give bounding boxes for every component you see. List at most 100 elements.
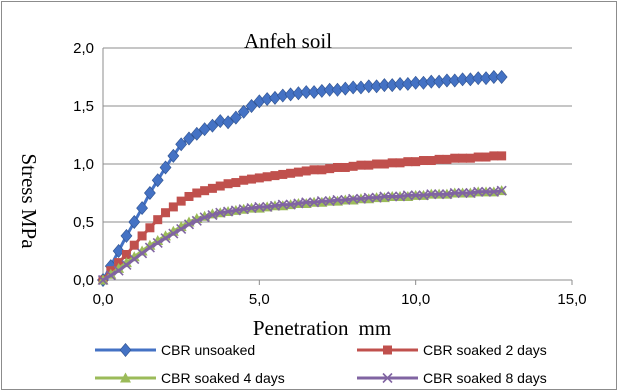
data-point [347,80,360,95]
data-point [137,248,148,259]
legend-swatch-marker [382,372,393,384]
legend-label: CBR unsoaked [161,342,255,358]
data-point-stroke [355,193,367,204]
legend: CBR unsoaked CBR soaked 2 days CBR soaked … [95,342,547,386]
data-point [214,114,227,129]
data-point [348,161,358,171]
data-point [480,186,492,197]
data-point [237,104,250,119]
data-point [333,162,342,172]
data-point [183,131,195,146]
data-point-stroke [215,207,226,218]
data-point [175,137,188,152]
data-point [128,215,141,229]
data-point [293,167,303,177]
data-point-stroke [441,189,452,200]
legend-item: CBR unsoaked [95,342,255,358]
data-point-stroke [269,200,281,211]
series-cbr-soaked-2-days [98,151,507,285]
x-axis-label: Penetration mm [253,316,391,340]
data-point-stroke [105,270,116,281]
data-point-stroke [262,201,273,212]
data-point [167,148,180,163]
data-point [348,193,359,204]
data-point [425,74,438,89]
data-point [137,231,147,241]
y-axis-label: Stress MPa [17,153,41,249]
legend-swatch-marker [383,345,392,355]
data-point [434,189,445,200]
data-point [97,274,109,286]
data-point-stroke [410,190,421,201]
data-point-stroke [97,274,109,286]
data-point-stroke [473,186,484,197]
data-point [441,73,453,88]
data-point [473,152,483,162]
y-tick-label: 1,5 [73,98,94,115]
data-point [239,175,249,185]
data-point [497,151,507,161]
data-point [112,244,125,258]
data-point [301,166,311,176]
data-point [340,162,350,172]
data-point [402,190,413,201]
data-point [254,173,264,183]
data-point-stroke [168,228,179,239]
data-point [300,85,313,100]
data-point-stroke [418,190,429,201]
data-point [215,181,225,191]
data-point-stroke [480,186,492,197]
data-point [449,187,460,199]
data-point [161,208,171,218]
data-point [207,183,217,193]
data-point-stroke [340,194,351,206]
data-point [286,168,296,178]
data-point [153,215,163,225]
data-point [190,126,203,141]
data-point-stroke [121,259,132,270]
data-point [387,191,398,202]
data-point-stroke [324,196,335,207]
data-point [409,75,422,90]
data-point [489,151,499,161]
data-point [159,160,172,175]
data-point [199,212,210,223]
chart-title: Anfeh soil [244,29,332,53]
data-point [325,164,335,174]
data-point [254,201,265,212]
data-point-stroke [191,215,202,226]
data-point [120,228,133,243]
data-point [495,70,508,84]
data-point-stroke [246,203,257,214]
data-point [262,172,272,182]
data-point [458,153,468,163]
data-point [129,240,139,250]
data-point-stroke [230,205,241,216]
data-point [465,153,475,163]
data-point [151,173,164,188]
data-point [168,228,179,239]
data-point [231,178,241,188]
x-tick-label: 5,0 [249,291,270,308]
data-point [229,110,242,125]
data-point [426,189,437,200]
data-point-stroke [277,199,288,210]
data-point [270,171,280,181]
data-point [394,76,406,91]
data-point [379,191,390,202]
data-point-stroke [183,219,195,230]
data-point-stroke [496,185,507,196]
data-point [247,174,257,184]
data-point [317,165,327,175]
data-point-stroke [113,265,124,276]
legend-label: CBR soaked 4 days [161,370,285,386]
data-point [395,158,405,168]
data-point [364,160,374,170]
data-point-stroke [301,197,312,208]
data-point [200,186,210,196]
data-point-stroke [254,201,265,212]
data-point [184,191,194,201]
x-axis-label-main: Penetration [253,316,349,340]
data-point-stroke [129,254,140,265]
